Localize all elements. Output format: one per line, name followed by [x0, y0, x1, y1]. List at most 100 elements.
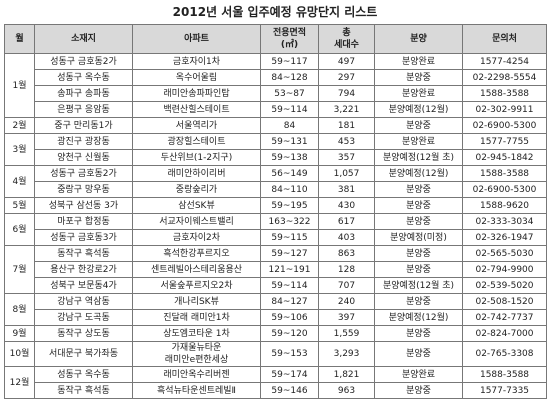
- table-cell: 분양중: [374, 117, 463, 134]
- month-cell: 8월: [4, 293, 35, 326]
- table-row: 양천구 신월동 두산위브(1-2지구) 59~138 357 분양예정(12월 초) 02…: [5, 149, 547, 166]
- table-row: 성동구 옥수동 옥수어울림 84~128 297 분양중 02-2298-5554: [5, 69, 547, 86]
- table-cell: 상도엠코타운 1차: [132, 325, 261, 342]
- table-cell: 59~131: [260, 133, 319, 150]
- table-cell: 삼선SK뷰: [132, 197, 261, 214]
- table-cell: 분양중: [374, 293, 463, 310]
- table-cell: 분양중: [374, 197, 463, 214]
- table-cell: 59~106: [260, 309, 319, 326]
- table-cell: 흑석뉴타운센트레빌Ⅱ: [132, 382, 261, 399]
- table-row: 1월 성동구 금호동2가 금호자이1차 59~117 497 분양완료 1577-4254: [4, 53, 547, 118]
- table-cell: 240: [318, 293, 375, 310]
- table-cell: 분양완료: [374, 366, 463, 383]
- column-header: 소재지: [34, 24, 133, 54]
- table-cell: 분양예정(12월 초): [374, 277, 463, 294]
- table-row: 6월 마포구 합정동 서교자이웨스트밸리 163~322 617 분양중 02-333-30…: [4, 213, 547, 246]
- table-cell: 가재울뉴타운 래미안e편한세상: [132, 341, 261, 367]
- table-row: 동작구 흑석동 흑석뉴타운센트레빌Ⅱ 59~146 963 분양중 1577-7335: [5, 382, 547, 399]
- table-cell: 동작구 흑석동: [34, 245, 133, 262]
- table-cell: 성동구 옥수동: [34, 69, 133, 86]
- table-cell: 두산위브(1-2지구): [132, 149, 261, 166]
- table-cell: 59~138: [260, 149, 319, 166]
- table-cell: 02-2298-5554: [462, 69, 547, 86]
- table-cell: 59~127: [260, 245, 319, 262]
- table-cell: 백련산힐스테이트: [132, 101, 261, 118]
- table-cell: 59~115: [260, 229, 319, 246]
- table-cell: 181: [318, 117, 375, 134]
- month-cell: 7월: [4, 245, 35, 294]
- table-cell: 1,057: [318, 165, 375, 182]
- table-cell: 794: [318, 85, 375, 102]
- table-cell: 분양예정(12월): [374, 309, 463, 326]
- table-cell: 02-565-5030: [462, 245, 547, 262]
- table-cell: 02-333-3034: [462, 213, 547, 230]
- table-cell: 성북구 보문동4가: [34, 277, 133, 294]
- column-header: 아파트: [132, 24, 261, 54]
- table-cell: 분양완료: [374, 133, 463, 150]
- table-cell: 분양예정(12월): [374, 165, 463, 182]
- table-cell: 흑석한강푸르지오: [132, 245, 261, 262]
- table-cell: 59~117: [260, 53, 319, 70]
- table-cell: 송파구 송파동: [34, 85, 133, 102]
- table-cell: 중구 만리동1가: [34, 117, 133, 134]
- table-row: 2월 중구 만리동1가 서울역리가 84 181 분양중 02-6900-5300: [4, 117, 547, 134]
- table-cell: 센트레빌아스테리움용산: [132, 261, 261, 278]
- table-cell: 용산구 한강로2가: [34, 261, 133, 278]
- table-cell: 59~153: [260, 341, 319, 367]
- table-cell: 분양중: [374, 382, 463, 399]
- table-row: 3월 광진구 광장동 광장힐스테이트 59~131 453 분양완료 1577-7755: [4, 133, 547, 166]
- table-cell: 중랑구 망우동: [34, 181, 133, 198]
- table-cell: 59~174: [260, 366, 319, 383]
- month-cell: 2월: [4, 117, 35, 134]
- table-cell: 163~322: [260, 213, 319, 230]
- month-cell: 5월: [4, 197, 35, 214]
- month-cell: 6월: [4, 213, 35, 246]
- table-cell: 02-794-9900: [462, 261, 547, 278]
- table-row: 5월 성북구 삼선동 3가 삼선SK뷰 59~195 430 분양중 1588-9620: [4, 197, 547, 214]
- table-cell: 래미안하이리버: [132, 165, 261, 182]
- table-cell: 은평구 응암동: [34, 101, 133, 118]
- table-cell: 3,293: [318, 341, 375, 367]
- table-row: 송파구 송파동 래미안송파파인탑 53~87 794 분양완료 1588-3588: [5, 85, 547, 102]
- table-row: 성북구 보문동4가 서울숲푸르지오2차 59~114 707 분양예정(12월 초) 02…: [5, 277, 547, 294]
- table-row: 중랑구 망우동 중랑숲리가 84~110 381 분양중 02-6900-5300: [5, 181, 547, 198]
- column-header: 전용면적 (㎡): [260, 24, 319, 54]
- table-cell: 707: [318, 277, 375, 294]
- table-cell: 381: [318, 181, 375, 198]
- title: 2012년 서울 입주예정 유망단지 리스트: [172, 5, 378, 19]
- table-cell: 성동구 금호동3가: [34, 229, 133, 246]
- table-cell: 분양예정(12월): [374, 101, 463, 118]
- table-row: 4월 성동구 금호동2가 래미안하이리버 56~149 1,057 분양예정(12월) 15…: [4, 165, 547, 198]
- table-cell: 84~127: [260, 293, 319, 310]
- table-cell: 서울숲푸르지오2차: [132, 277, 261, 294]
- table-cell: 분양완료: [374, 53, 463, 70]
- table-cell: 397: [318, 309, 375, 326]
- table-cell: 강남구 도곡동: [34, 309, 133, 326]
- table-cell: 래미안송파파인탑: [132, 85, 261, 102]
- table-cell: 분양중: [374, 245, 463, 262]
- table-cell: 59~114: [260, 101, 319, 118]
- table-row: 7월 동작구 흑석동 흑석한강푸르지오 59~127 863 분양중 02-565-5030: [4, 245, 547, 294]
- table-cell: 분양중: [374, 261, 463, 278]
- month-cell: 9월: [4, 325, 35, 342]
- table-cell: 동작구 흑석동: [34, 382, 133, 399]
- table-cell: 개나리SK뷰: [132, 293, 261, 310]
- month-cell: 12월: [4, 366, 35, 399]
- table-cell: 분양예정(12월 초): [374, 149, 463, 166]
- table-body: 1월 성동구 금호동2가 금호자이1차 59~117 497 분양완료 1577-4254 성…: [4, 53, 547, 399]
- table-cell: 분양예정(미정): [374, 229, 463, 246]
- table-cell: 02-824-7000: [462, 325, 547, 342]
- table-cell: 분양중: [374, 181, 463, 198]
- table: 월 소재지 아파트 전용면적 (㎡) 총 세대수 분양 문의처 1월 성동구 금호동2가 금호자…: [4, 24, 547, 399]
- table-cell: 성북구 삼선동 3가: [34, 197, 133, 214]
- table-cell: 453: [318, 133, 375, 150]
- column-header: 월: [4, 24, 35, 54]
- table-cell: 분양완료: [374, 85, 463, 102]
- table-cell: 357: [318, 149, 375, 166]
- table-cell: 02-6900-5300: [462, 117, 547, 134]
- table-cell: 1588-9620: [462, 197, 547, 214]
- table-cell: 02-6900-5300: [462, 181, 547, 198]
- table-cell: 02-742-7737: [462, 309, 547, 326]
- table-cell: 1577-4254: [462, 53, 547, 70]
